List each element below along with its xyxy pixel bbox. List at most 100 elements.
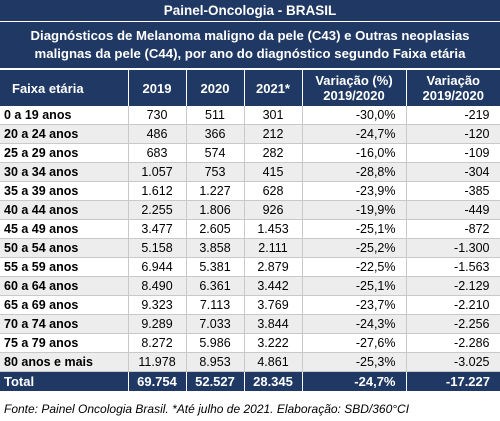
cell-variation-pct: -25,1%: [302, 276, 407, 296]
col-header-age: Faixa etária: [0, 70, 129, 106]
cell-variation-pct: -16,0%: [302, 143, 407, 163]
cell-2021: 926: [244, 200, 303, 220]
cell-2020: 8.953: [186, 352, 245, 372]
cell-variation-abs: -2.256: [406, 314, 500, 334]
cell-variation-pct: -23,7%: [302, 295, 407, 315]
cell-2019: 2.255: [128, 200, 187, 220]
cell-2021: 1.453: [244, 219, 303, 239]
total-variation-abs: -17.227: [406, 371, 500, 391]
cell-2019: 8.272: [128, 333, 187, 353]
table-row: 45 a 49 anos 3.477 2.605 1.453 -25,1% -8…: [0, 219, 500, 239]
table-total-row: Total 69.754 52.527 28.345 -24,7% -17.22…: [0, 371, 500, 391]
cell-variation-pct: -25,1%: [302, 219, 407, 239]
cell-2019: 6.944: [128, 257, 187, 277]
cell-2021: 301: [244, 106, 303, 125]
cell-2019: 1.057: [128, 162, 187, 182]
cell-2021: 4.861: [244, 352, 303, 372]
table-row: 30 a 34 anos 1.057 753 415 -28,8% -304: [0, 162, 500, 182]
col-header-variation-pct-line1: Variação (%): [315, 73, 393, 88]
table-row: 35 a 39 anos 1.612 1.227 628 -23,9% -385: [0, 181, 500, 201]
cell-2021: 628: [244, 181, 303, 201]
cell-2019: 1.612: [128, 181, 187, 201]
cell-2020: 1.806: [186, 200, 245, 220]
cell-2020: 366: [186, 124, 245, 144]
cell-variation-pct: -25,3%: [302, 352, 407, 372]
table-row: 75 a 79 anos 8.272 5.986 3.222 -27,6% -2…: [0, 333, 500, 353]
cell-2021: 415: [244, 162, 303, 182]
cell-variation-abs: -385: [406, 181, 500, 201]
cell-variation-abs: -120: [406, 124, 500, 144]
cell-age: 35 a 39 anos: [0, 181, 129, 201]
cell-variation-abs: -2.129: [406, 276, 500, 296]
subtitle-line-2: malignas da pele (C44), por ano do diagn…: [34, 46, 466, 61]
table-row: 25 a 29 anos 683 574 282 -16,0% -109: [0, 143, 500, 163]
cell-variation-abs: -2.210: [406, 295, 500, 315]
cell-variation-pct: -27,6%: [302, 333, 407, 353]
cell-variation-pct: -23,9%: [302, 181, 407, 201]
cell-variation-abs: -3.025: [406, 352, 500, 372]
table-row: 55 a 59 anos 6.944 5.381 2.879 -22,5% -1…: [0, 257, 500, 277]
subtitle-line-1: Diagnósticos de Melanoma maligno da pele…: [30, 28, 470, 43]
cell-2019: 730: [128, 106, 187, 125]
cell-2021: 212: [244, 124, 303, 144]
cell-variation-pct: -30,0%: [302, 106, 407, 125]
cell-2020: 2.605: [186, 219, 245, 239]
cell-2019: 8.490: [128, 276, 187, 296]
page-subtitle: Diagnósticos de Melanoma maligno da pele…: [0, 22, 500, 68]
cell-2019: 5.158: [128, 238, 187, 258]
cell-age: 55 a 59 anos: [0, 257, 129, 277]
cell-2020: 7.033: [186, 314, 245, 334]
table-row: 20 a 24 anos 486 366 212 -24,7% -120: [0, 124, 500, 144]
cell-variation-abs: -872: [406, 219, 500, 239]
cell-age: 0 a 19 anos: [0, 106, 129, 125]
cell-2020: 5.381: [186, 257, 245, 277]
table-row: 0 a 19 anos 730 511 301 -30,0% -219: [0, 106, 500, 125]
cell-2020: 5.986: [186, 333, 245, 353]
cell-age: 30 a 34 anos: [0, 162, 129, 182]
cell-variation-pct: -25,2%: [302, 238, 407, 258]
cell-variation-pct: -24,3%: [302, 314, 407, 334]
cell-variation-abs: -1.563: [406, 257, 500, 277]
table-row: 60 a 64 anos 8.490 6.361 3.442 -25,1% -2…: [0, 276, 500, 296]
cell-2020: 511: [186, 106, 245, 125]
page-title: Painel-Oncologia - BRASIL: [0, 0, 500, 22]
total-variation-pct: -24,7%: [302, 371, 407, 391]
total-2019: 69.754: [128, 371, 187, 391]
cell-2019: 9.289: [128, 314, 187, 334]
cell-2019: 3.477: [128, 219, 187, 239]
cell-2021: 3.222: [244, 333, 303, 353]
cell-2021: 3.442: [244, 276, 303, 296]
cell-2020: 3.858: [186, 238, 245, 258]
col-header-variation-abs: Variação 2019/2020: [406, 70, 500, 106]
cell-2021: 282: [244, 143, 303, 163]
table-row: 40 a 44 anos 2.255 1.806 926 -19,9% -449: [0, 200, 500, 220]
cell-variation-abs: -449: [406, 200, 500, 220]
source-note: Fonte: Painel Oncologia Brasil. *Até jul…: [4, 402, 410, 416]
cell-variation-pct: -19,9%: [302, 200, 407, 220]
table-header-row: Faixa etária 2019 2020 2021* Variação (%…: [0, 70, 500, 106]
cell-age: 70 a 74 anos: [0, 314, 129, 334]
col-header-variation-pct: Variação (%) 2019/2020: [302, 70, 407, 106]
table-row: 80 anos e mais 11.978 8.953 4.861 -25,3%…: [0, 352, 500, 372]
col-header-2019: 2019: [128, 70, 187, 106]
cell-variation-abs: -109: [406, 143, 500, 163]
total-label: Total: [0, 371, 129, 391]
cell-age: 25 a 29 anos: [0, 143, 129, 163]
cell-age: 45 a 49 anos: [0, 219, 129, 239]
cell-variation-abs: -2.286: [406, 333, 500, 353]
total-2020: 52.527: [186, 371, 245, 391]
cell-2019: 9.323: [128, 295, 187, 315]
cell-age: 75 a 79 anos: [0, 333, 129, 353]
cell-2019: 683: [128, 143, 187, 163]
cell-variation-abs: -1.300: [406, 238, 500, 258]
cell-2021: 2.111: [244, 238, 303, 258]
cell-2020: 753: [186, 162, 245, 182]
cell-age: 80 anos e mais: [0, 352, 129, 372]
cell-2021: 3.769: [244, 295, 303, 315]
cell-age: 50 a 54 anos: [0, 238, 129, 258]
cell-age: 65 a 69 anos: [0, 295, 129, 315]
cell-age: 20 a 24 anos: [0, 124, 129, 144]
col-header-2021: 2021*: [244, 70, 303, 106]
col-header-variation-pct-line2: 2019/2020: [323, 88, 385, 103]
